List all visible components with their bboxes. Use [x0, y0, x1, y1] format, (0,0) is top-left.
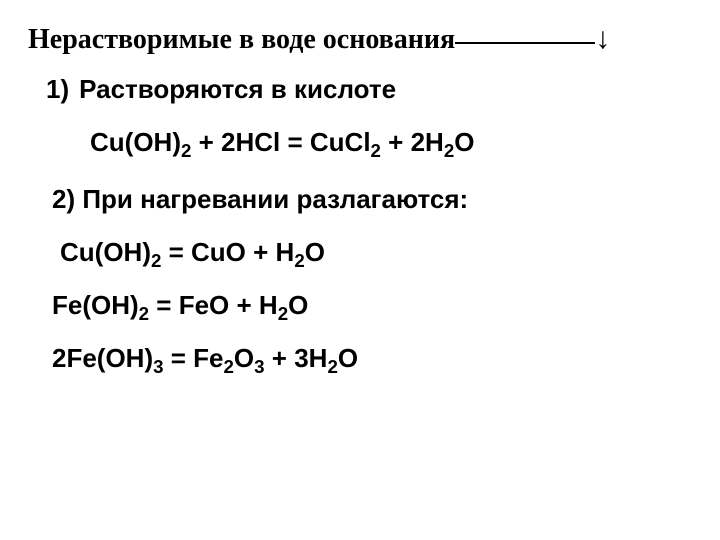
equation-1: Cu(OH)2 + 2HCl = CuCl2 + 2H2O [90, 127, 692, 158]
equation-2: Cu(OH)2 = CuO + H2O [60, 237, 692, 268]
list-number-1: 1) [46, 74, 69, 105]
section-1: 1) Растворяются в кислоте Cu(OH)2 + 2HCl … [46, 74, 692, 158]
section-2-heading: 2) При нагревании разлагаются: [52, 184, 692, 215]
section-2: 2) При нагревании разлагаются: Cu(OH)2 =… [52, 184, 692, 374]
title-underline [455, 42, 595, 44]
title-text: Нерастворимые в воде основания [28, 24, 455, 55]
section-1-heading-text: Растворяются в кислоте [79, 74, 396, 104]
page-title: Нерастворимые в воде основания ↓ [28, 22, 692, 56]
equation-3: Fe(OH)2 = FeO + H2O [52, 290, 692, 321]
equation-4: 2Fe(OH)3 = Fe2O3 + 3H2O [52, 343, 692, 374]
down-arrow-icon: ↓ [595, 22, 610, 55]
section-1-heading: 1) Растворяются в кислоте [46, 74, 692, 105]
